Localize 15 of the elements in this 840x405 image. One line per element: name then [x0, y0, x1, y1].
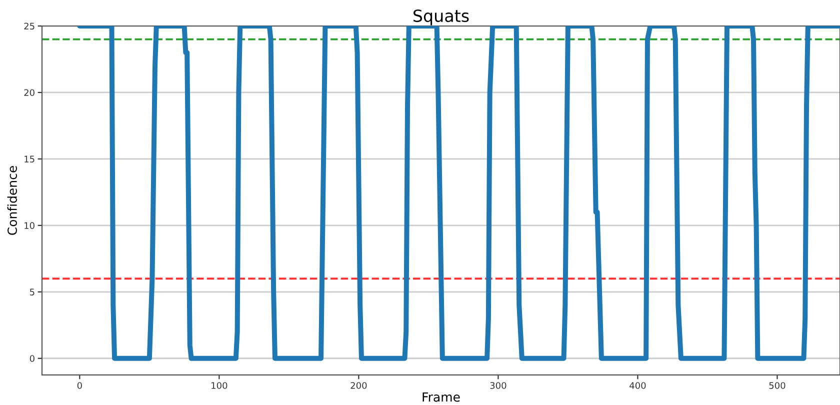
y-tick-label: 10 — [24, 222, 34, 229]
x-tick-label: 400 — [630, 382, 646, 389]
x-tick-label: 300 — [490, 382, 506, 389]
x-axis-title: Frame — [422, 392, 460, 402]
x-tick-label: 0 — [77, 382, 82, 389]
chart-title: Squats — [414, 9, 469, 26]
y-tick-label: 5 — [30, 288, 34, 296]
y-tick-label: 0 — [30, 355, 34, 362]
y-axis-title: Confidence — [7, 166, 17, 235]
x-tick-label: 500 — [769, 382, 786, 389]
y-tick-label: 15 — [24, 156, 34, 163]
y-tick-label: 25 — [24, 22, 34, 30]
x-tick-label: 200 — [350, 382, 367, 389]
x-tick-label: 100 — [212, 382, 228, 389]
y-tick-label: 20 — [24, 89, 34, 96]
